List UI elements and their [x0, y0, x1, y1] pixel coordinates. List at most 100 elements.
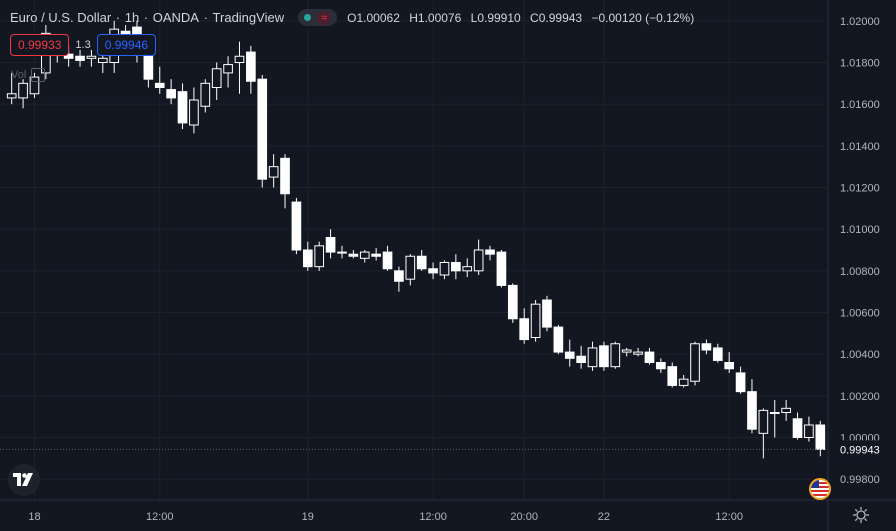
price-tick-label: 1.01000	[840, 224, 880, 236]
candle-body	[712, 347, 723, 361]
candle-body	[792, 418, 803, 438]
platform-label: TradingView	[212, 10, 285, 25]
market-open-icon	[304, 14, 312, 21]
candle-body	[769, 412, 780, 414]
us-flag-icon[interactable]	[809, 478, 831, 500]
candle-body	[314, 245, 325, 268]
interval-label[interactable]: 1h	[124, 10, 140, 25]
candle-body	[280, 157, 290, 195]
candle-body	[268, 166, 279, 178]
time-tick-label: 12:00	[419, 511, 447, 523]
candle-body	[234, 55, 245, 63]
price-tick-label: 1.02000	[840, 16, 880, 28]
candle-body	[371, 253, 381, 257]
candlestick-series	[6, 20, 826, 459]
time-tick-label: 20:00	[510, 511, 538, 523]
broker-label: OANDA	[152, 10, 199, 25]
candle-body	[337, 251, 347, 254]
candle-body	[678, 378, 689, 386]
candle-body	[86, 55, 97, 59]
hide-eye-icon[interactable]	[31, 68, 46, 82]
candle-body	[428, 268, 438, 274]
candle-body	[29, 76, 40, 95]
candle-body	[473, 249, 484, 272]
price-tick-label: 1.01800	[840, 58, 880, 70]
high-value: 1.00076	[417, 10, 462, 25]
candle-body	[724, 362, 735, 370]
chart-legend: Euro / U.S. Dollar · 1h · OANDA · Tradin…	[10, 9, 695, 26]
open-value: 1.00062	[356, 10, 400, 25]
candle-body	[621, 349, 632, 353]
candle-body	[257, 78, 268, 180]
candle-body	[246, 51, 256, 82]
candle-body	[200, 82, 211, 107]
close-label: C	[530, 10, 539, 25]
sell-button[interactable]: 0.99933	[10, 34, 70, 56]
candle-body	[18, 82, 28, 99]
candle-body	[177, 91, 188, 124]
candle-body	[519, 318, 530, 341]
candle-body	[6, 93, 17, 99]
price-tick-label: 1.01400	[840, 141, 880, 153]
candle-body	[359, 251, 370, 259]
time-tick-label: 12:00	[715, 511, 743, 523]
volume-label[interactable]: Vol	[11, 68, 46, 82]
candle-body	[348, 253, 359, 257]
change-value: −0.00120 (−0.12%)	[591, 10, 695, 25]
candle-body	[667, 366, 678, 386]
wave-icon: ≈	[317, 10, 332, 25]
price-axis[interactable]: 1.02000 1.01800 1.01600 1.01400 1.01200 1.010…	[830, 16, 890, 486]
candle-body	[291, 201, 302, 251]
candle-body	[656, 362, 666, 370]
candle-body	[154, 82, 165, 89]
candle-body	[701, 343, 712, 351]
candle-body	[610, 343, 621, 368]
candle-body	[211, 68, 222, 88]
open-label: O	[347, 10, 357, 25]
time-tick-label: 18	[28, 511, 40, 523]
current-price-label: 0.99943	[840, 444, 880, 456]
candle-body	[735, 372, 746, 393]
price-tick-label: 1.01200	[840, 183, 880, 195]
high-label: H	[409, 10, 418, 25]
candle-body	[542, 299, 552, 328]
candle-body	[75, 55, 85, 61]
candle-body	[781, 407, 791, 414]
candle-body	[564, 351, 575, 359]
time-tick-label: 12:00	[146, 511, 174, 523]
spread-value: 1.3	[75, 39, 91, 51]
candle-body	[599, 345, 609, 368]
candle-body	[382, 251, 393, 270]
market-status-pill[interactable]: ≈	[298, 9, 338, 26]
candle-body	[416, 255, 427, 270]
price-tick-label: 1.00400	[840, 349, 880, 361]
candle-body	[804, 424, 814, 438]
candle-body	[576, 355, 586, 363]
candle-body	[439, 262, 450, 276]
ohlc-values: O1.00062 H1.00076 L0.99910 C0.99943 −0.0…	[347, 11, 694, 25]
candle-body	[507, 284, 518, 320]
candle-body	[394, 270, 404, 282]
candle-body	[553, 326, 564, 353]
candle-body	[758, 409, 769, 434]
gear-icon[interactable]	[852, 506, 870, 524]
candle-body	[587, 347, 598, 368]
time-axis[interactable]: 18 12:00 19 12:00 20:00 22 12:00	[28, 511, 743, 523]
candle-body	[451, 262, 461, 272]
candle-body	[485, 249, 495, 255]
buy-button[interactable]: 0.99946	[96, 34, 157, 56]
candle-body	[462, 266, 473, 272]
tradingview-logo-icon[interactable]	[8, 464, 40, 496]
candle-body	[530, 303, 541, 338]
candle-body	[302, 249, 313, 268]
tv-logo-shape	[13, 473, 33, 486]
low-label: L	[470, 10, 478, 25]
time-tick-label: 22	[598, 511, 610, 523]
trade-panel: 0.99933 1.3 0.99946	[10, 34, 157, 56]
candle-body	[325, 237, 336, 253]
price-tick-label: 0.99800	[840, 474, 880, 486]
symbol-name[interactable]: Euro / U.S. Dollar	[10, 10, 112, 25]
candle-body	[166, 89, 176, 99]
